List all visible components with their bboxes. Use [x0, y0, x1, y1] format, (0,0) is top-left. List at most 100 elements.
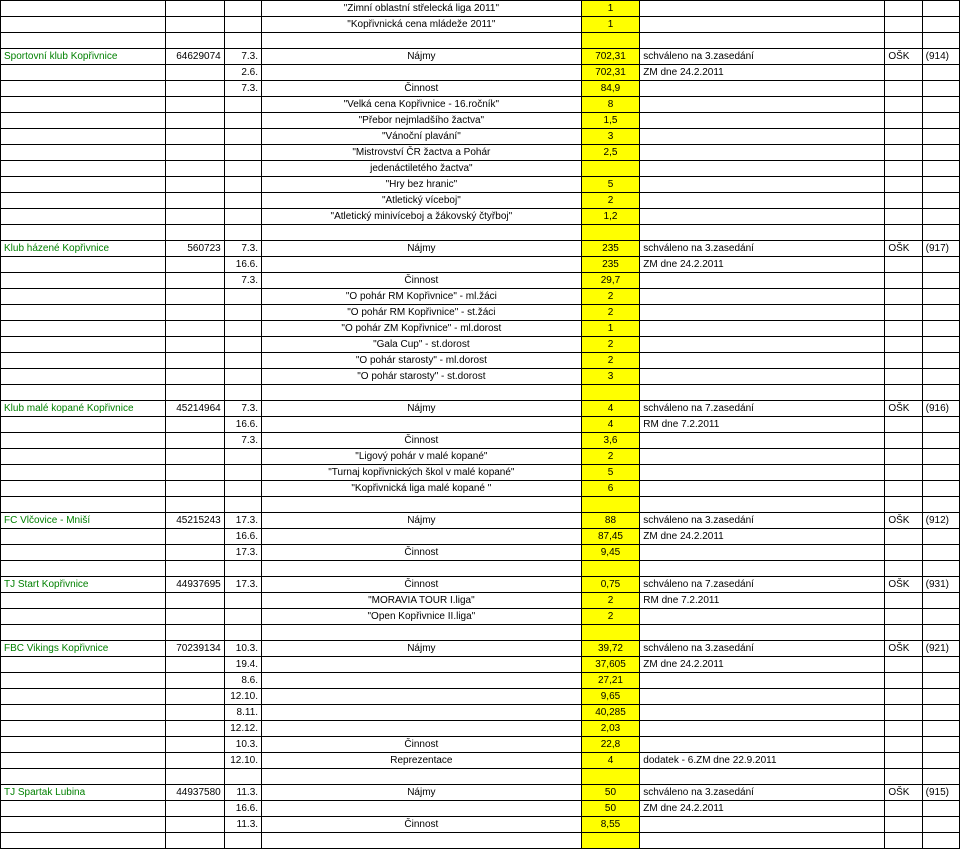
event-name: "Gala Cup" - st.dorost — [262, 337, 582, 353]
row-date: 16.6. — [224, 257, 261, 273]
event-value — [581, 161, 640, 177]
table-row: 11.3.Činnost8,55 — [1, 817, 960, 833]
table-row: FC Vlčovice - Mniší4521524317.3.Nájmy88s… — [1, 513, 960, 529]
approval-line: ZM dne 24.2.2011 — [640, 801, 885, 817]
table-row: 12.12.2,03 — [1, 721, 960, 737]
event-value: 29,7 — [581, 273, 640, 289]
osk-label: OŠK — [885, 241, 922, 257]
table-row: "Vánoční plavání"3 — [1, 129, 960, 145]
row-date: 17.3. — [224, 577, 261, 593]
row-date: 17.3. — [224, 545, 261, 561]
event-value: 4 — [581, 753, 640, 769]
table-row: "Turnaj kopřivnických škol v malé kopané… — [1, 465, 960, 481]
event-name: "Atletický minivíceboj a žákovský čtyřbo… — [262, 209, 582, 225]
row-date: 11.3. — [224, 817, 261, 833]
table-row: "Mistrovství ČR žactva a Pohár2,5 — [1, 145, 960, 161]
approval-line: RM dne 7.2.2011 — [640, 593, 885, 609]
row-date: 8.6. — [224, 673, 261, 689]
row-date: 16.6. — [224, 417, 261, 433]
event-value: 2 — [581, 193, 640, 209]
row-date: 10.3. — [224, 737, 261, 753]
event-value: 2 — [581, 337, 640, 353]
osk-label: OŠK — [885, 641, 922, 657]
table-row: "O pohár RM Kopřivnice" - st.žáci2 — [1, 305, 960, 321]
event-name: "MORAVIA TOUR I.liga" — [262, 593, 582, 609]
event-name: "Zimní oblastní střelecká liga 2011" — [262, 1, 582, 17]
event-name: Činnost — [262, 737, 582, 753]
table-row: "O pohár starosty" - st.dorost3 — [1, 369, 960, 385]
approval-line: ZM dne 24.2.2011 — [640, 529, 885, 545]
table-row: "Atletický minivíceboj a žákovský čtyřbo… — [1, 209, 960, 225]
event-name: Nájmy — [262, 641, 582, 657]
event-name: "Turnaj kopřivnických škol v malé kopané… — [262, 465, 582, 481]
event-value: 3,6 — [581, 433, 640, 449]
event-value: 702,31 — [581, 49, 640, 65]
row-date: 2.6. — [224, 65, 261, 81]
event-name: "Velká cena Kopřivnice - 16.ročník" — [262, 97, 582, 113]
osk-label: OŠK — [885, 401, 922, 417]
event-value: 5 — [581, 465, 640, 481]
table-row: 17.3.Činnost9,45 — [1, 545, 960, 561]
approval-line: schváleno na 7.zasedání — [640, 401, 885, 417]
row-date: 7.3. — [224, 401, 261, 417]
row-date: 11.3. — [224, 785, 261, 801]
event-value: 1,5 — [581, 113, 640, 129]
event-name: Činnost — [262, 577, 582, 593]
approval-line: dodatek - 6.ZM dne 22.9.2011 — [640, 753, 885, 769]
event-value: 4 — [581, 401, 640, 417]
event-value: 2 — [581, 593, 640, 609]
table-row: 12.10.Reprezentace4dodatek - 6.ZM dne 22… — [1, 753, 960, 769]
ref-number: (921) — [922, 641, 959, 657]
row-date: 12.12. — [224, 721, 261, 737]
event-name: Nájmy — [262, 785, 582, 801]
table-row: 7.3.Činnost84,9 — [1, 81, 960, 97]
table-row: 19.4.37,605ZM dne 24.2.2011 — [1, 657, 960, 673]
approval-line: schváleno na 3.zasedání — [640, 785, 885, 801]
table-row: 7.3.Činnost3,6 — [1, 433, 960, 449]
spacer-row — [1, 625, 960, 641]
spacer-row — [1, 561, 960, 577]
row-date: 10.3. — [224, 641, 261, 657]
spacer-row — [1, 33, 960, 49]
event-value: 1 — [581, 17, 640, 33]
event-name: Reprezentace — [262, 753, 582, 769]
event-value: 5 — [581, 177, 640, 193]
org-ic: 70239134 — [166, 641, 225, 657]
table-row: "Kopřivnická cena mládeže 2011"1 — [1, 17, 960, 33]
event-name: "O pohár RM Kopřivnice" - ml.žáci — [262, 289, 582, 305]
event-value: 702,31 — [581, 65, 640, 81]
event-name: Činnost — [262, 273, 582, 289]
event-value: 1,2 — [581, 209, 640, 225]
event-value: 87,45 — [581, 529, 640, 545]
osk-label: OŠK — [885, 785, 922, 801]
event-name: "Kopřivnická cena mládeže 2011" — [262, 17, 582, 33]
event-value: 2 — [581, 609, 640, 625]
event-value: 9,45 — [581, 545, 640, 561]
table-row: Klub malé kopané Kopřivnice452149647.3.N… — [1, 401, 960, 417]
event-value: 40,285 — [581, 705, 640, 721]
event-value: 235 — [581, 241, 640, 257]
osk-label: OŠK — [885, 513, 922, 529]
table-row: "Přebor nejmladšího žactva"1,5 — [1, 113, 960, 129]
approval-line: schváleno na 3.zasedání — [640, 49, 885, 65]
row-date: 7.3. — [224, 49, 261, 65]
event-value: 1 — [581, 1, 640, 17]
table-row: 16.6.87,45ZM dne 24.2.2011 — [1, 529, 960, 545]
event-name: Činnost — [262, 545, 582, 561]
row-date: 7.3. — [224, 81, 261, 97]
event-value: 1 — [581, 321, 640, 337]
event-name: "O pohár starosty" - st.dorost — [262, 369, 582, 385]
event-value: 88 — [581, 513, 640, 529]
table-row: "Velká cena Kopřivnice - 16.ročník"8 — [1, 97, 960, 113]
table-row: 16.6.235ZM dne 24.2.2011 — [1, 257, 960, 273]
table-row: Klub házené Kopřivnice5607237.3.Nájmy235… — [1, 241, 960, 257]
row-date: 7.3. — [224, 433, 261, 449]
ref-number: (916) — [922, 401, 959, 417]
spacer-row — [1, 769, 960, 785]
spacer-row — [1, 497, 960, 513]
org-name: TJ Spartak Lubina — [1, 785, 166, 801]
table-row: TJ Start Kopřivnice4493769517.3.Činnost0… — [1, 577, 960, 593]
table-row: 16.6.50ZM dne 24.2.2011 — [1, 801, 960, 817]
event-value: 235 — [581, 257, 640, 273]
event-name: "O pohár RM Kopřivnice" - st.žáci — [262, 305, 582, 321]
